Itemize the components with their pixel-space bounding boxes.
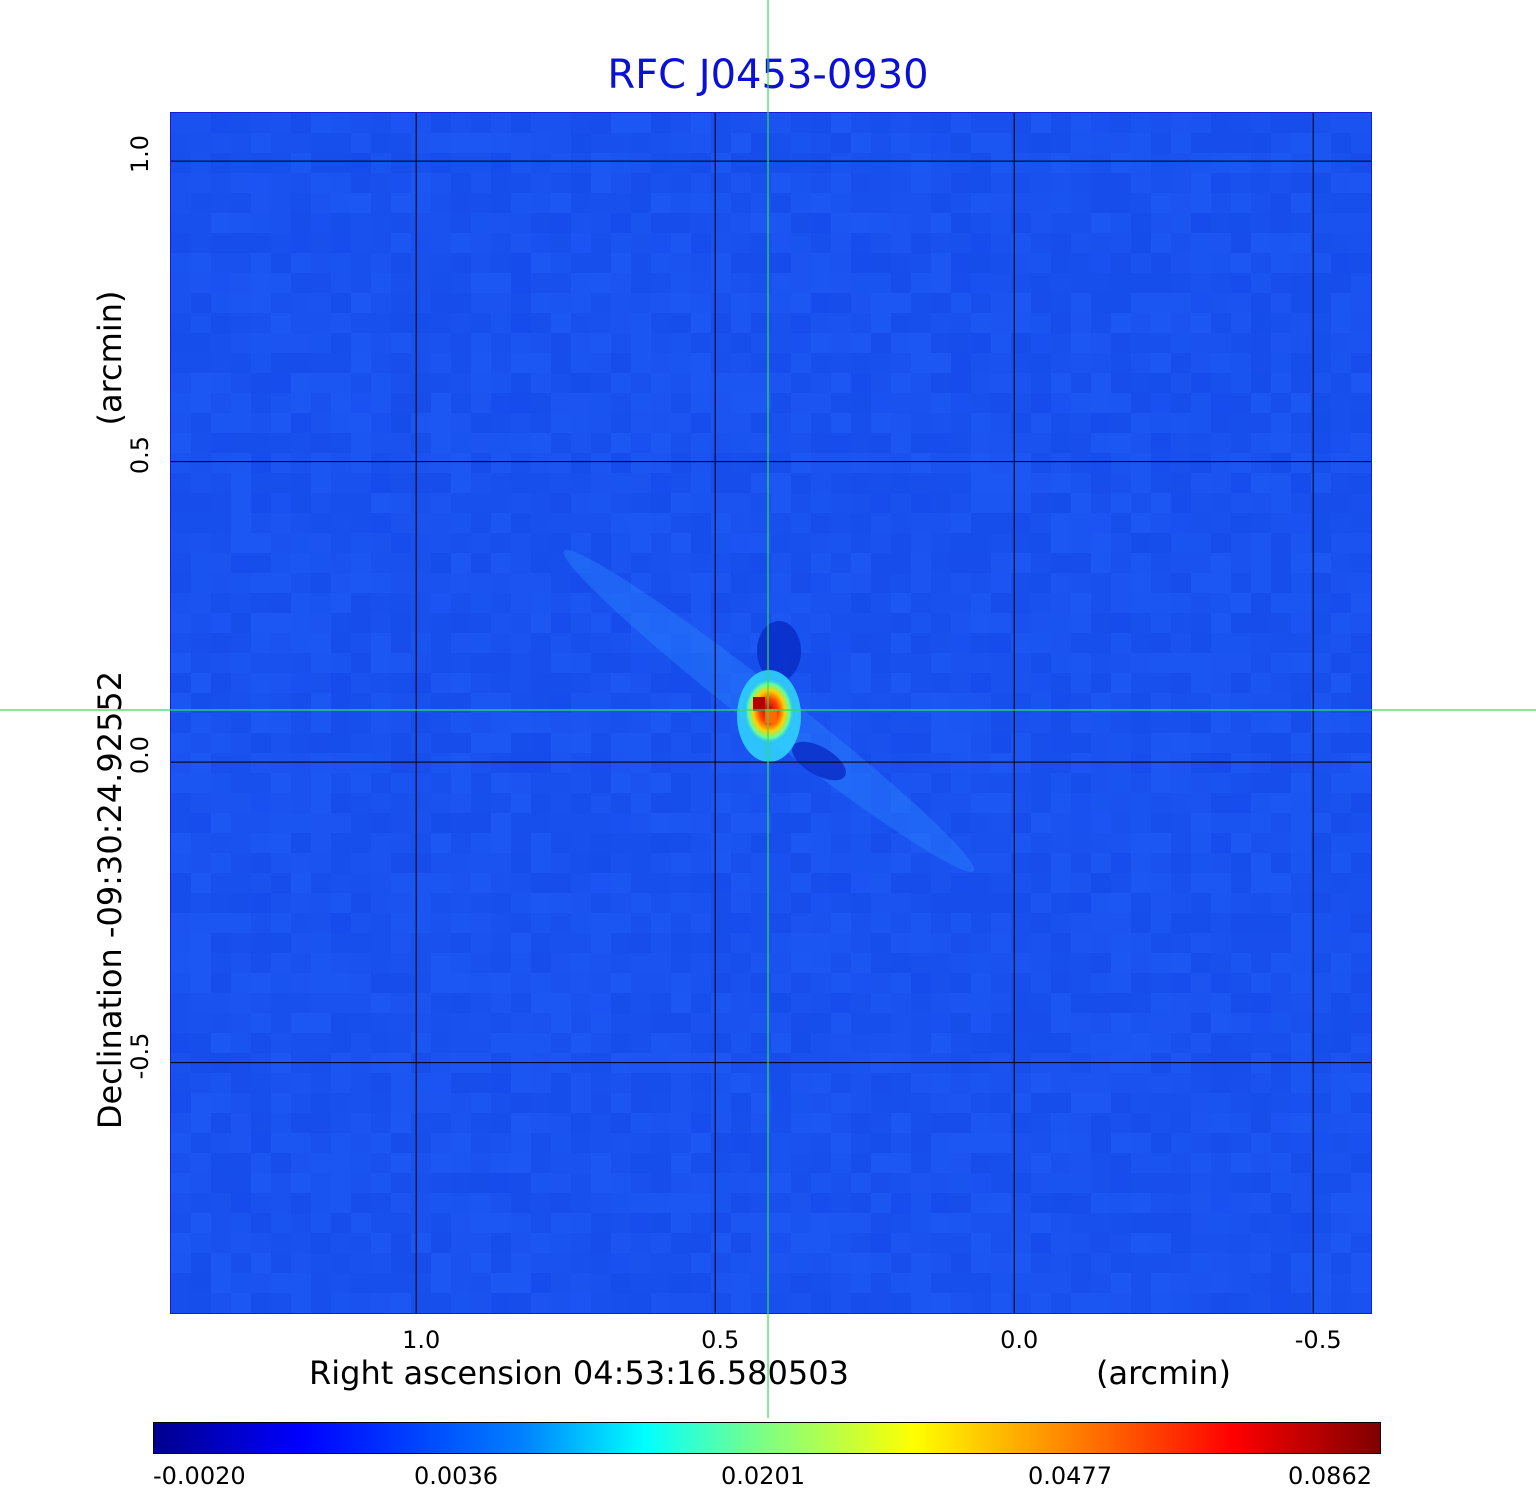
y-axis-label: Declination -09:30:24.92552 — [91, 670, 129, 1130]
image-panel[interactable] — [170, 112, 1372, 1314]
colorbar-tick-label: -0.0020 — [153, 1462, 246, 1490]
x-tick-label: -0.5 — [1294, 1326, 1342, 1354]
colorbar — [153, 1422, 1381, 1454]
y-tick-label: -0.5 — [126, 1032, 154, 1079]
x-tick-label: 1.0 — [402, 1326, 441, 1354]
peak-pixel — [765, 708, 778, 723]
noise-layer — [171, 113, 1371, 1313]
y-tick-label: 0.5 — [126, 435, 154, 474]
colorbar-tick-label: 0.0862 — [1288, 1462, 1372, 1490]
colorbar-tick-label: 0.0036 — [414, 1462, 498, 1490]
x-tick-label: 0.5 — [701, 1326, 740, 1354]
y-tick-label: 1.0 — [126, 134, 154, 174]
colorbar-tick-label: 0.0477 — [1028, 1462, 1112, 1490]
negative-lobe — [792, 741, 846, 781]
chart-title: RFC J0453-0930 — [607, 52, 929, 98]
grid-lines — [171, 113, 1371, 1313]
y-tick-label: 0.0 — [126, 735, 154, 775]
x-tick-label: 0.0 — [1000, 1326, 1039, 1354]
peak-pixel — [753, 696, 766, 711]
x-axis-label: Right ascension 04:53:16.580503 — [309, 1354, 849, 1392]
sky-image — [171, 113, 1371, 1313]
colorbar-tick-label: 0.0201 — [721, 1462, 805, 1490]
y-axis-unit: (arcmin) — [91, 290, 129, 426]
x-axis-unit: (arcmin) — [1096, 1354, 1231, 1392]
